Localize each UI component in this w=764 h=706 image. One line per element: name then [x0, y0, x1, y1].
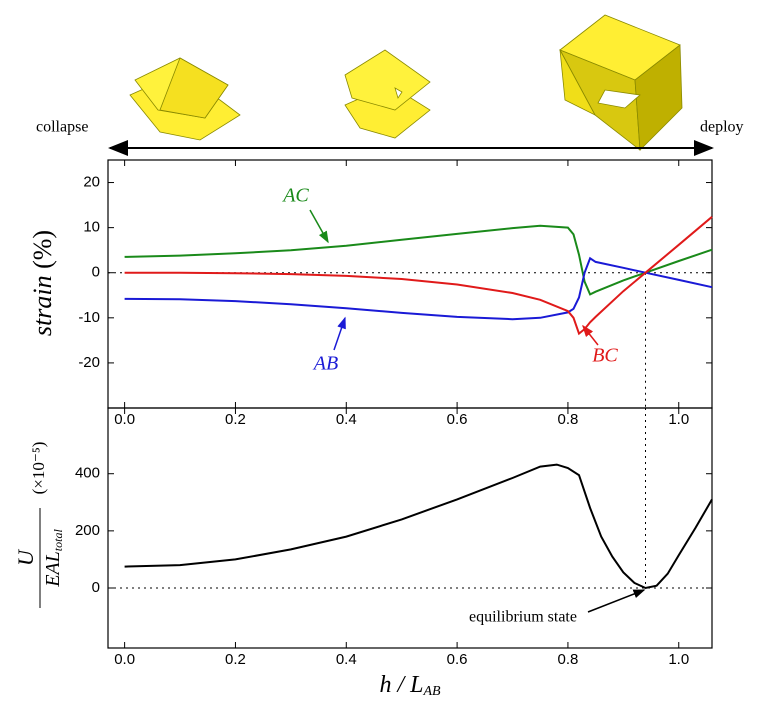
y-tick-label: 0	[92, 264, 100, 281]
svg-text:strain (%): strain (%)	[28, 230, 57, 336]
annotation-arrow	[583, 326, 598, 345]
origami-collapsed	[130, 58, 240, 140]
series-line	[125, 226, 712, 295]
series-line	[125, 217, 712, 334]
x-tick-label: 1.0	[668, 651, 689, 668]
y-tick-label: 10	[83, 219, 100, 236]
y-tick-label: -20	[78, 354, 100, 371]
series-line	[125, 465, 712, 588]
y-tick-label: 0	[92, 579, 100, 596]
annotation-arrow	[310, 210, 328, 242]
y-label-bottom: U EALtotal (×10⁻⁵)	[13, 442, 65, 608]
x-tick-label: 0.8	[557, 651, 578, 668]
y-label-text: strain	[28, 275, 57, 336]
x-tick-label: 0.2	[225, 651, 246, 668]
y-label-unit: (%)	[28, 230, 57, 269]
y-label-top: strain (%)	[28, 230, 57, 336]
origami-deployed	[560, 15, 682, 150]
svg-text:EALtotal: EALtotal	[42, 529, 65, 588]
annotation: BC	[592, 345, 618, 367]
y-label-subscript: total	[51, 529, 65, 552]
x-label-subscript: AB	[422, 684, 441, 699]
annotation: AB	[312, 353, 338, 375]
annotation: equilibrium state	[469, 609, 577, 626]
y-tick-label: 20	[83, 174, 100, 191]
figure: collapse deploy strain (%) U EALtotal (×…	[0, 0, 764, 706]
x-label: h / LAB	[379, 672, 441, 700]
collapse-label: collapse	[36, 119, 88, 136]
y-label-unit: (×10⁻⁵)	[29, 442, 48, 495]
y-tick-label: 200	[75, 522, 100, 539]
plot-frame	[108, 408, 712, 648]
x-tick-label: 0.4	[336, 651, 357, 668]
y-tick-label: -10	[78, 309, 100, 326]
plot-frame	[108, 160, 712, 408]
x-tick-label: 0.0	[114, 651, 135, 668]
y-tick-label: 400	[75, 465, 100, 482]
origami-middle	[345, 50, 430, 138]
deploy-label: deploy	[700, 119, 744, 136]
annotation-arrow	[334, 318, 345, 350]
y-label-denominator: EAL	[42, 551, 64, 588]
series-line	[125, 258, 712, 319]
x-tick-label: 0.6	[447, 651, 468, 668]
x-label-text: h / L	[379, 672, 423, 698]
annotation-arrow	[588, 590, 644, 612]
y-label-numerator: U	[13, 548, 38, 566]
annotation: AC	[281, 185, 309, 207]
